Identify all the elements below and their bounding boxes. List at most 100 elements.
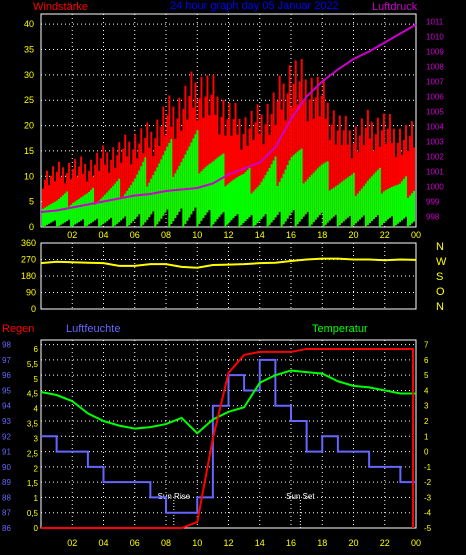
wind-bar [344,178,347,220]
direction-tick-label: 180 [21,271,36,281]
wind-bar [50,204,53,223]
humidity-tick-label: 90 [2,463,11,472]
wind-bar [324,162,327,225]
wind-bar [208,164,211,210]
hour-tick-label: 10 [192,230,202,240]
rain-tick-label: 3 [34,434,39,443]
wind-bar [134,178,137,220]
wind-bar [190,142,193,215]
humidity-tick-label: 98 [2,341,11,350]
wind-bar [168,142,171,227]
wind-bar [66,191,69,222]
wind-bar [160,159,163,219]
wind-bar [180,162,183,209]
gust-bar [258,134,261,222]
gust-bar [216,96,219,220]
direction-tick-label: 360 [21,238,36,248]
gust-bar [272,92,275,221]
temperature-tick-label: -4 [424,509,432,518]
gust-bar [410,121,413,224]
wind-bar [68,206,71,220]
wind-bar [348,176,351,216]
wind-bar [222,153,225,213]
wind-bar [396,184,399,224]
gust-bar [104,164,107,223]
hour-tick-label: 00 [411,538,421,548]
wind-tick-label: 35 [24,45,34,55]
gust-bar [198,98,201,224]
hour-tick-label: 22 [380,538,390,548]
wind-bar [112,185,115,227]
temperature-axis-ticks: 7 6 5 4 3 2 1 0 -1 -2 -3 -4 -5 [424,341,432,533]
wind-bar [150,178,153,215]
wind-bar [154,171,157,227]
gust-bar [46,170,49,225]
hour-tick-label: 02 [67,230,77,240]
wind-bar [298,150,301,222]
wind-bar [210,162,213,227]
wind-bar [250,193,253,216]
gust-bar [388,113,391,218]
wind-bar [372,174,375,220]
wind-bar [366,180,369,226]
wind-bar [140,166,143,227]
gust-bar [390,143,393,217]
wind-bar [256,187,259,224]
hour-tick-label: 20 [348,230,358,240]
wind-bar [42,208,45,227]
gust-bar [294,60,297,228]
wind-bar [172,176,175,222]
gust-bar [204,96,207,216]
wind-bar [384,190,387,222]
gust-bar [178,97,181,212]
gust-bar [202,117,205,218]
gust-bar [316,76,319,218]
wind-bar [56,200,59,227]
wind-bar [122,196,125,219]
hour-tick-label: 14 [255,538,265,548]
wind-bar [84,194,87,227]
temperature-line [40,369,416,435]
hour-tick-label: 20 [348,538,358,548]
gust-bar [128,141,131,226]
rain-tick-label: 1 [34,494,39,503]
wind-bar [238,175,241,227]
wind-bar [130,184,133,224]
rain-tick-label: 1,5 [27,479,39,488]
gust-bar [314,97,317,220]
wind-bar [100,198,103,226]
gust-bar [96,152,99,219]
wind-bar [356,193,359,222]
wind-bar [352,172,355,226]
wind-bar [182,158,185,227]
wind-bar [346,177,349,218]
wind-tick-label: 5 [29,197,34,207]
panel-climate-grid [41,340,417,528]
gust-bar [150,131,153,215]
wind-bar [138,170,141,215]
gust-bar [320,95,323,213]
rain-axis-ticks: 0 0,5 1 1,5 2 2,5 3 3,5 4 4,5 5 5,5 6 [27,345,39,533]
wind-bar [254,189,257,226]
wind-bar [280,178,283,227]
pressure-axis-label: Luftdruck [372,1,418,13]
pressure-tick-label: 1007 [426,78,444,87]
wind-bar [388,187,391,218]
wind-bar [320,164,323,213]
temperature-tick-label: 0 [424,448,429,457]
gust-bar [386,128,389,220]
wind-bar [92,187,95,222]
compass-label: W [436,256,447,268]
rain-tick-label: 4 [34,405,39,414]
wind-bar [46,206,49,225]
gust-bar [236,134,239,215]
climate-lines-group [40,347,416,529]
wind-bar [330,189,333,219]
wind-bar [376,169,379,216]
gust-bar [234,102,237,217]
rain-tick-label: 5,5 [27,360,39,369]
wind-bar [288,160,291,216]
gust-bar [76,176,79,224]
wind-bar [80,197,83,221]
